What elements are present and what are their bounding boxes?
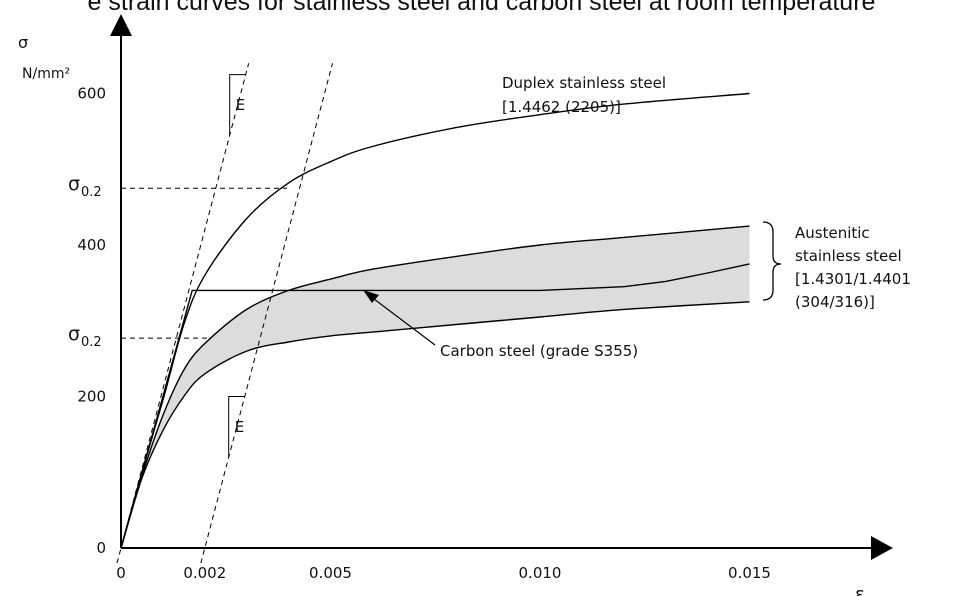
x-tick-label: 0.005 (309, 564, 352, 582)
y-tick-labels: 0 200 400 600 (77, 85, 106, 558)
x-axis-arrow (871, 536, 893, 560)
y-tick-label: 0 (96, 539, 106, 557)
proof-stress-sigma: σ (68, 173, 80, 195)
austenitic-band (121, 226, 750, 548)
duplex-curve (121, 92, 750, 549)
proof-stress-subscript: 0.2 (81, 335, 102, 350)
y-tick-label: 400 (77, 236, 106, 254)
x-tick-label: 0 (116, 564, 126, 582)
carbon-steel-pointer (369, 295, 436, 346)
x-tick-label: 0.015 (728, 564, 771, 582)
top-caption-fragment: e strain curves for stainless steel and … (87, 0, 876, 16)
duplex-label-line-1: Duplex stainless steel (502, 74, 666, 92)
y-axis-label: σ (18, 33, 28, 52)
x-axis-label: ε (855, 584, 865, 596)
austenitic-label-line-2: stainless steel (795, 247, 902, 265)
y-axis-arrow (110, 14, 132, 36)
x-tick-labels: 0 0.002 0.005 0.010 0.015 (116, 564, 771, 582)
austenitic-band-fill (121, 226, 750, 548)
carbon-steel-label-text: Carbon steel (grade S355) (440, 342, 638, 360)
austenitic-brace (762, 221, 782, 301)
proof-stress-subscript: 0.2 (81, 185, 102, 200)
modulus-lines: EE (116, 63, 333, 564)
x-tick-label: 0.002 (183, 564, 226, 582)
modulus-label: E (235, 418, 244, 436)
y-axis-unit: N/mm² (22, 66, 70, 82)
proof-stress-marks: σ 0.2σ 0.2 (68, 173, 287, 350)
duplex-label: Duplex stainless steel [1.4462 (2205)] (502, 74, 666, 116)
modulus-line (116, 63, 250, 564)
austenitic-upper-curve (121, 225, 750, 549)
carbon-steel-pointer-head (363, 290, 379, 303)
proof-stress-sigma: σ (68, 323, 80, 345)
y-tick-label: 200 (77, 388, 106, 406)
y-tick-label: 600 (77, 85, 106, 103)
duplex-label-line-2: [1.4462 (2205)] (502, 98, 621, 116)
austenitic-label-line-4: (304/316)] (795, 293, 875, 311)
austenitic-label-line-3: [1.4301/1.4401 (795, 270, 911, 288)
carbon-steel-curve (121, 263, 750, 549)
modulus-label: E (236, 96, 245, 114)
austenitic-label: Austenitic stainless steel [1.4301/1.440… (762, 221, 911, 311)
x-tick-label: 0.010 (519, 564, 562, 582)
series-lines (121, 92, 750, 549)
austenitic-label-line-1: Austenitic (795, 224, 870, 242)
carbon-steel-label: Carbon steel (grade S355) (363, 290, 638, 360)
austenitic-lower-curve (121, 301, 750, 549)
modulus-slope-triangle (229, 74, 246, 136)
modulus-slope-triangle (228, 396, 245, 458)
